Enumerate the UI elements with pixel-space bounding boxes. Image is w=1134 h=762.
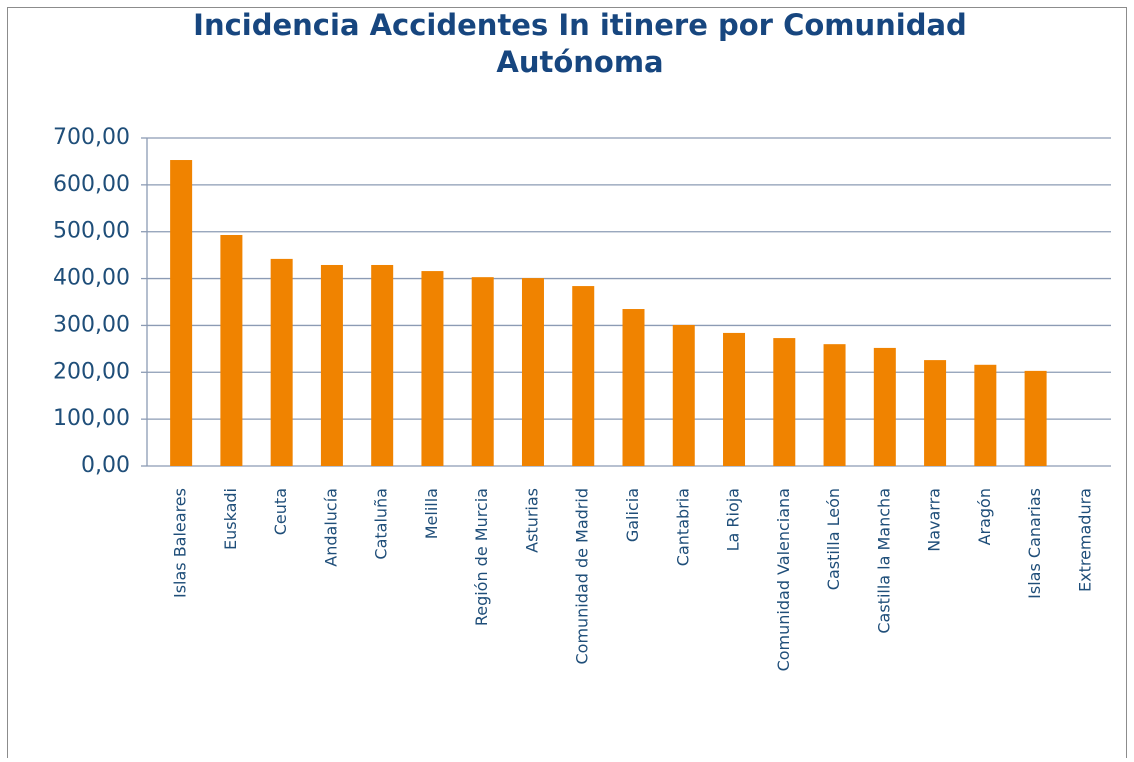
bar	[672, 324, 695, 466]
bar	[572, 286, 595, 466]
y-tick-label: 200,00	[53, 359, 130, 384]
bar	[220, 234, 243, 466]
x-tick-label: Andalucía	[321, 488, 340, 567]
x-tick-label: Navarra	[925, 488, 944, 552]
x-tick-label: Comunidad Valenciana	[774, 488, 793, 671]
y-tick-label: 0,00	[81, 453, 130, 478]
x-tick-label: Melilla	[422, 488, 441, 539]
bar	[1024, 370, 1047, 466]
x-tick-label: Aragón	[975, 488, 994, 545]
y-tick-label: 700,00	[53, 125, 130, 150]
x-tick-label: Islas Baleares	[171, 488, 190, 598]
x-tick-label: Castilla León	[824, 488, 843, 590]
bar	[170, 160, 193, 466]
bar	[723, 332, 746, 466]
x-tick-label: Cataluña	[372, 488, 391, 560]
y-tick-label: 500,00	[53, 219, 130, 244]
chart-title: Incidencia Accidentes In itinere por Com…	[193, 8, 967, 79]
bar	[622, 309, 645, 466]
bar	[371, 264, 394, 466]
bar	[924, 360, 947, 466]
bar	[320, 264, 343, 466]
x-tick-label: La Rioja	[724, 488, 743, 551]
x-tick-label: Asturias	[522, 488, 541, 553]
bar	[471, 277, 494, 466]
y-tick-label: 300,00	[53, 312, 130, 337]
x-tick-label: Comunidad de Madrid	[573, 488, 592, 665]
x-tick-label: Región de Murcia	[472, 488, 491, 626]
x-tick-label: Castilla la Mancha	[874, 488, 893, 634]
chart-frame	[7, 7, 1127, 762]
x-tick-label: Islas Canarias	[1025, 488, 1044, 599]
x-tick-label: Galicia	[623, 488, 642, 542]
x-tick-label: Euskadi	[221, 488, 240, 550]
bar	[270, 258, 293, 466]
y-tick-label: 100,00	[53, 406, 130, 431]
bar	[773, 338, 796, 466]
y-tick-label: 400,00	[53, 266, 130, 291]
bar	[974, 364, 997, 466]
x-tick-label: Extremadura	[1075, 488, 1094, 592]
x-tick-label: Cantabria	[673, 488, 692, 566]
bar	[421, 271, 444, 466]
bar	[521, 278, 544, 466]
bar	[823, 344, 846, 466]
y-tick-label: 600,00	[53, 172, 130, 197]
bar	[873, 347, 896, 466]
title-line: Incidencia Accidentes In itinere por Com…	[193, 8, 967, 42]
x-tick-label: Ceuta	[271, 488, 290, 535]
title-line: Autónoma	[496, 45, 663, 79]
